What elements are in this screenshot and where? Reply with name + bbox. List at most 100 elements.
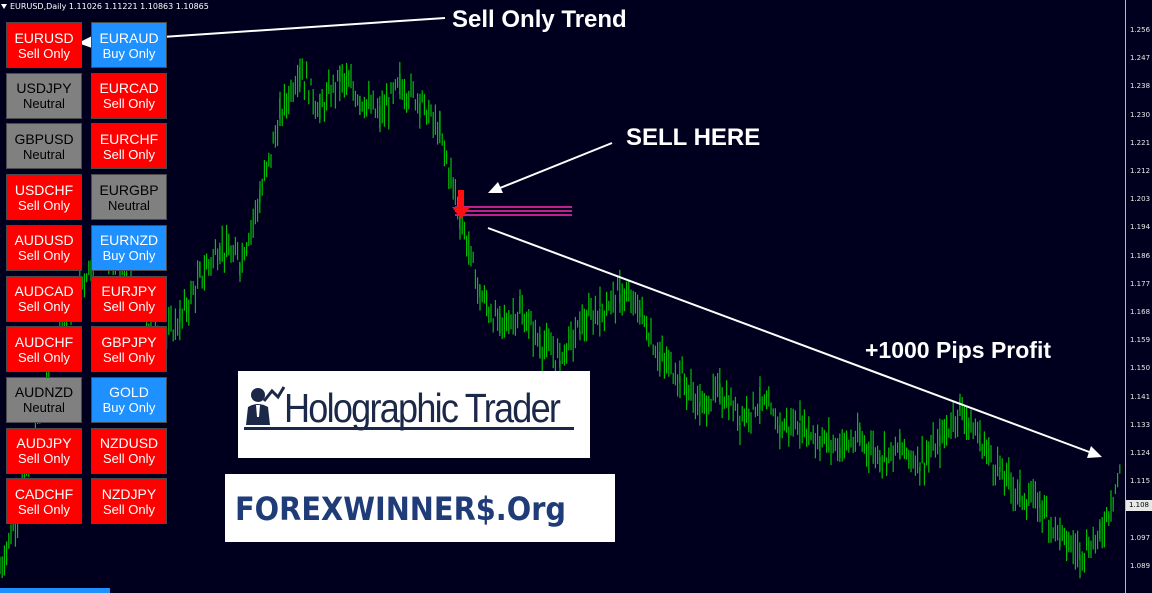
signal-label: Sell Only <box>17 451 71 467</box>
chart-ohlc: 1.11026 1.11221 1.10863 1.10865 <box>68 2 209 11</box>
pair-label: CADCHF <box>14 485 74 502</box>
pair-button-usdchf[interactable]: USDCHF Sell Only <box>6 174 82 221</box>
signal-label: Neutral <box>108 197 150 213</box>
signal-label: Sell Only <box>17 501 71 517</box>
pair-button-audusd[interactable]: AUDUSD Sell Only <box>6 224 82 271</box>
annotation-profit: +1000 Pips Profit <box>865 337 1051 363</box>
holographic-trader-text: Holographic Trader <box>284 385 561 431</box>
pair-button-eurgbp[interactable]: EURGBP Neutral <box>91 174 167 221</box>
arrow-sell-here <box>488 142 613 193</box>
pair-label: EURCHF <box>99 130 159 147</box>
signal-label: Buy Only <box>102 400 156 416</box>
price-label: 1.089 <box>1130 561 1151 570</box>
price-label: 1.097 <box>1130 533 1151 542</box>
signal-label: Sell Only <box>102 146 156 162</box>
pair-label: GOLD <box>109 384 149 401</box>
pair-button-gbpjpy[interactable]: GBPJPY Sell Only <box>91 326 167 373</box>
sell-arrow-icon <box>452 190 470 219</box>
pair-button-nzdusd[interactable]: NZDUSD Sell Only <box>91 427 167 474</box>
price-label: 1.177 <box>1130 279 1151 288</box>
price-label: 1.256 <box>1130 26 1151 34</box>
price-label: 1.186 <box>1130 251 1151 260</box>
price-label: 1.115 <box>1130 477 1151 486</box>
price-label: 1.124 <box>1130 449 1151 457</box>
dropdown-triangle-icon[interactable] <box>1 4 7 9</box>
price-label: 1.230 <box>1130 110 1151 119</box>
pair-label: EURCAD <box>99 80 159 97</box>
pair-label: EURUSD <box>14 29 74 46</box>
pair-label: AUDNZD <box>14 384 74 401</box>
price-label: 1.212 <box>1130 167 1151 175</box>
pair-label: GBPUSD <box>14 130 74 147</box>
price-label: 1.238 <box>1130 82 1151 91</box>
pair-label: USDJPY <box>16 80 72 97</box>
pair-label: AUDCHF <box>14 333 74 350</box>
signal-label: Sell Only <box>17 299 71 314</box>
chart-symbol: EURUSD,Daily <box>10 2 67 11</box>
pair-button-audcad[interactable]: AUDCAD Sell Only <box>6 275 82 322</box>
signal-label: Sell Only <box>17 45 71 61</box>
signal-label: Neutral <box>23 400 65 416</box>
logo-underline <box>244 427 574 430</box>
pair-label: EURGBP <box>99 181 159 198</box>
pair-label: AUDCAD <box>14 283 74 299</box>
signal-label: Sell Only <box>102 96 156 112</box>
pair-button-audjpy[interactable]: AUDJPY Sell Only <box>6 427 82 474</box>
price-label: 1.194 <box>1130 223 1151 232</box>
forexwinners-text: FOREXWINNER$.Org <box>235 490 567 528</box>
pair-label: AUDJPY <box>16 435 72 452</box>
signal-label: Sell Only <box>17 349 71 365</box>
pair-button-audchf[interactable]: AUDCHF Sell Only <box>6 326 82 373</box>
arrow-profit <box>487 227 1102 458</box>
price-label: 1.168 <box>1130 308 1151 316</box>
pair-label: USDCHF <box>14 181 74 198</box>
annotation-sell-here: SELL HERE <box>626 124 761 151</box>
pair-label: EURJPY <box>101 283 157 299</box>
signal-label: Sell Only <box>102 501 156 517</box>
trader-figure-icon <box>246 386 286 425</box>
signal-marker <box>452 190 572 219</box>
current-price-tag: 1.108 <box>1126 500 1152 511</box>
signal-label: Sell Only <box>102 349 156 365</box>
scroll-indicator[interactable] <box>0 588 110 593</box>
pair-button-eurnzd[interactable]: EURNZD Buy Only <box>91 224 167 271</box>
price-label: 1.203 <box>1130 195 1151 204</box>
forexwinners-logo: FOREXWINNER$.Org <box>225 474 615 542</box>
signal-label: Buy Only <box>102 45 156 61</box>
holographic-trader-logo: Holographic Trader <box>238 371 590 458</box>
price-label: 1.141 <box>1130 392 1151 401</box>
price-label: 1.150 <box>1130 364 1151 373</box>
price-label: 1.221 <box>1130 138 1151 147</box>
pair-button-usdjpy[interactable]: USDJPY Neutral <box>6 72 82 119</box>
pair-button-euraud[interactable]: EURAUD Buy Only <box>91 22 167 68</box>
annotation-sell-only-trend: Sell Only Trend <box>452 6 627 33</box>
signal-label: Sell Only <box>17 197 71 213</box>
pair-button-eurjpy[interactable]: EURJPY Sell Only <box>91 275 167 322</box>
annotation-arrows <box>78 17 1102 458</box>
pair-label: EURNZD <box>99 232 159 249</box>
pair-button-eurusd[interactable]: EURUSD Sell Only <box>6 22 82 68</box>
pair-button-nzdjpy[interactable]: NZDJPY Sell Only <box>91 478 167 525</box>
price-axis <box>1125 0 1152 593</box>
pair-label: EURAUD <box>99 29 159 46</box>
pair-button-cadchf[interactable]: CADCHF Sell Only <box>6 478 82 525</box>
pair-label: NZDJPY <box>101 485 157 502</box>
signal-label: Buy Only <box>102 248 156 264</box>
price-label: 1.247 <box>1130 54 1151 63</box>
signal-label: Sell Only <box>17 248 71 264</box>
price-label: 1.133 <box>1130 420 1151 429</box>
pair-button-gold[interactable]: GOLD Buy Only <box>91 376 167 423</box>
signal-label: Sell Only <box>102 451 156 467</box>
chart-header: EURUSD,Daily 1.11026 1.11221 1.10863 1.1… <box>1 2 209 11</box>
signal-label: Neutral <box>23 96 65 112</box>
signal-label: Sell Only <box>102 299 156 314</box>
pair-button-eurchf[interactable]: EURCHF Sell Only <box>91 123 167 170</box>
pair-label: AUDUSD <box>14 232 74 249</box>
pair-button-eurcad[interactable]: EURCAD Sell Only <box>91 72 167 119</box>
pair-button-audnzd[interactable]: AUDNZD Neutral <box>6 376 82 423</box>
pair-button-gbpusd[interactable]: GBPUSD Neutral <box>6 123 82 170</box>
signal-label: Neutral <box>23 146 65 162</box>
price-label: 1.159 <box>1130 336 1151 345</box>
pair-label: GBPJPY <box>101 333 157 350</box>
